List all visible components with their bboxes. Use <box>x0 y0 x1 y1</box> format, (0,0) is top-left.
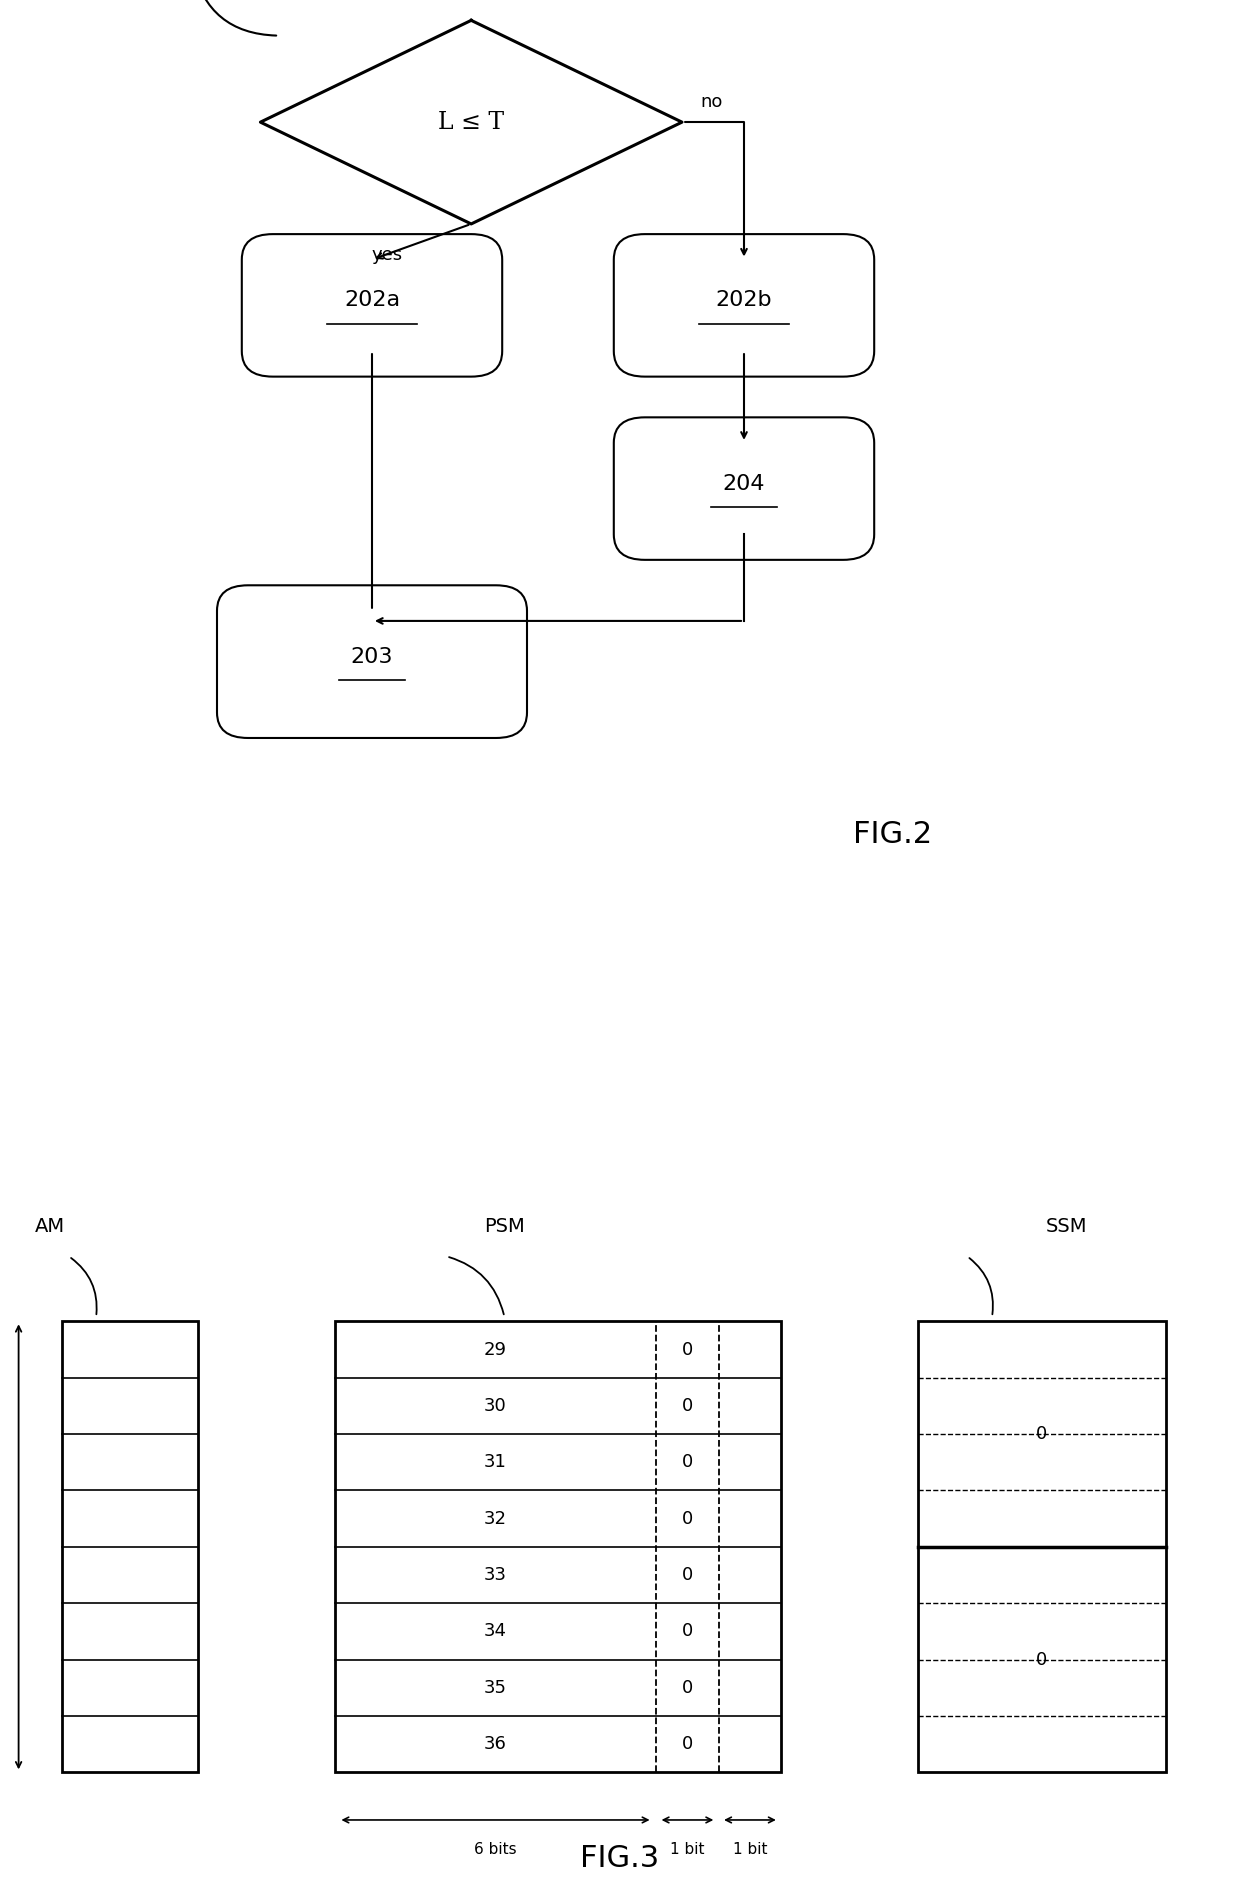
Text: 34: 34 <box>484 1623 507 1640</box>
Text: 0: 0 <box>682 1566 693 1583</box>
Text: 202a: 202a <box>343 290 401 311</box>
Text: 203: 203 <box>351 647 393 667</box>
FancyBboxPatch shape <box>614 417 874 560</box>
Text: 0: 0 <box>682 1453 693 1472</box>
Text: 30: 30 <box>484 1397 507 1416</box>
Text: 33: 33 <box>484 1566 507 1583</box>
Text: yes: yes <box>372 245 403 264</box>
Text: 6 bits: 6 bits <box>474 1842 517 1857</box>
Text: 32: 32 <box>484 1510 507 1527</box>
Text: 0: 0 <box>682 1397 693 1416</box>
Bar <box>62 1321 198 1772</box>
Text: no: no <box>701 92 723 111</box>
Text: 35: 35 <box>484 1680 507 1696</box>
Bar <box>918 1321 1166 1772</box>
Text: 0: 0 <box>682 1340 693 1359</box>
Bar <box>335 1321 781 1772</box>
Text: FIG.2: FIG.2 <box>853 820 932 848</box>
Text: 0: 0 <box>682 1510 693 1527</box>
Text: 0: 0 <box>682 1734 693 1753</box>
FancyBboxPatch shape <box>217 584 527 739</box>
Text: FIG.3: FIG.3 <box>580 1845 660 1874</box>
Text: 0: 0 <box>682 1623 693 1640</box>
Text: 1 bit: 1 bit <box>733 1842 768 1857</box>
Text: 0: 0 <box>682 1680 693 1696</box>
Text: L ≤ T: L ≤ T <box>438 111 505 134</box>
Text: AM: AM <box>35 1216 64 1235</box>
Text: SSM: SSM <box>1045 1216 1087 1235</box>
Text: 29: 29 <box>484 1340 507 1359</box>
Text: 204: 204 <box>723 473 765 494</box>
Text: 36: 36 <box>484 1734 507 1753</box>
FancyBboxPatch shape <box>614 234 874 377</box>
FancyBboxPatch shape <box>242 234 502 377</box>
Text: 0: 0 <box>1035 1651 1048 1668</box>
Text: 1 bit: 1 bit <box>670 1842 704 1857</box>
Text: 0: 0 <box>1035 1425 1048 1444</box>
Text: PSM: PSM <box>484 1216 525 1235</box>
Text: 31: 31 <box>484 1453 507 1472</box>
Text: 202b: 202b <box>715 290 773 311</box>
